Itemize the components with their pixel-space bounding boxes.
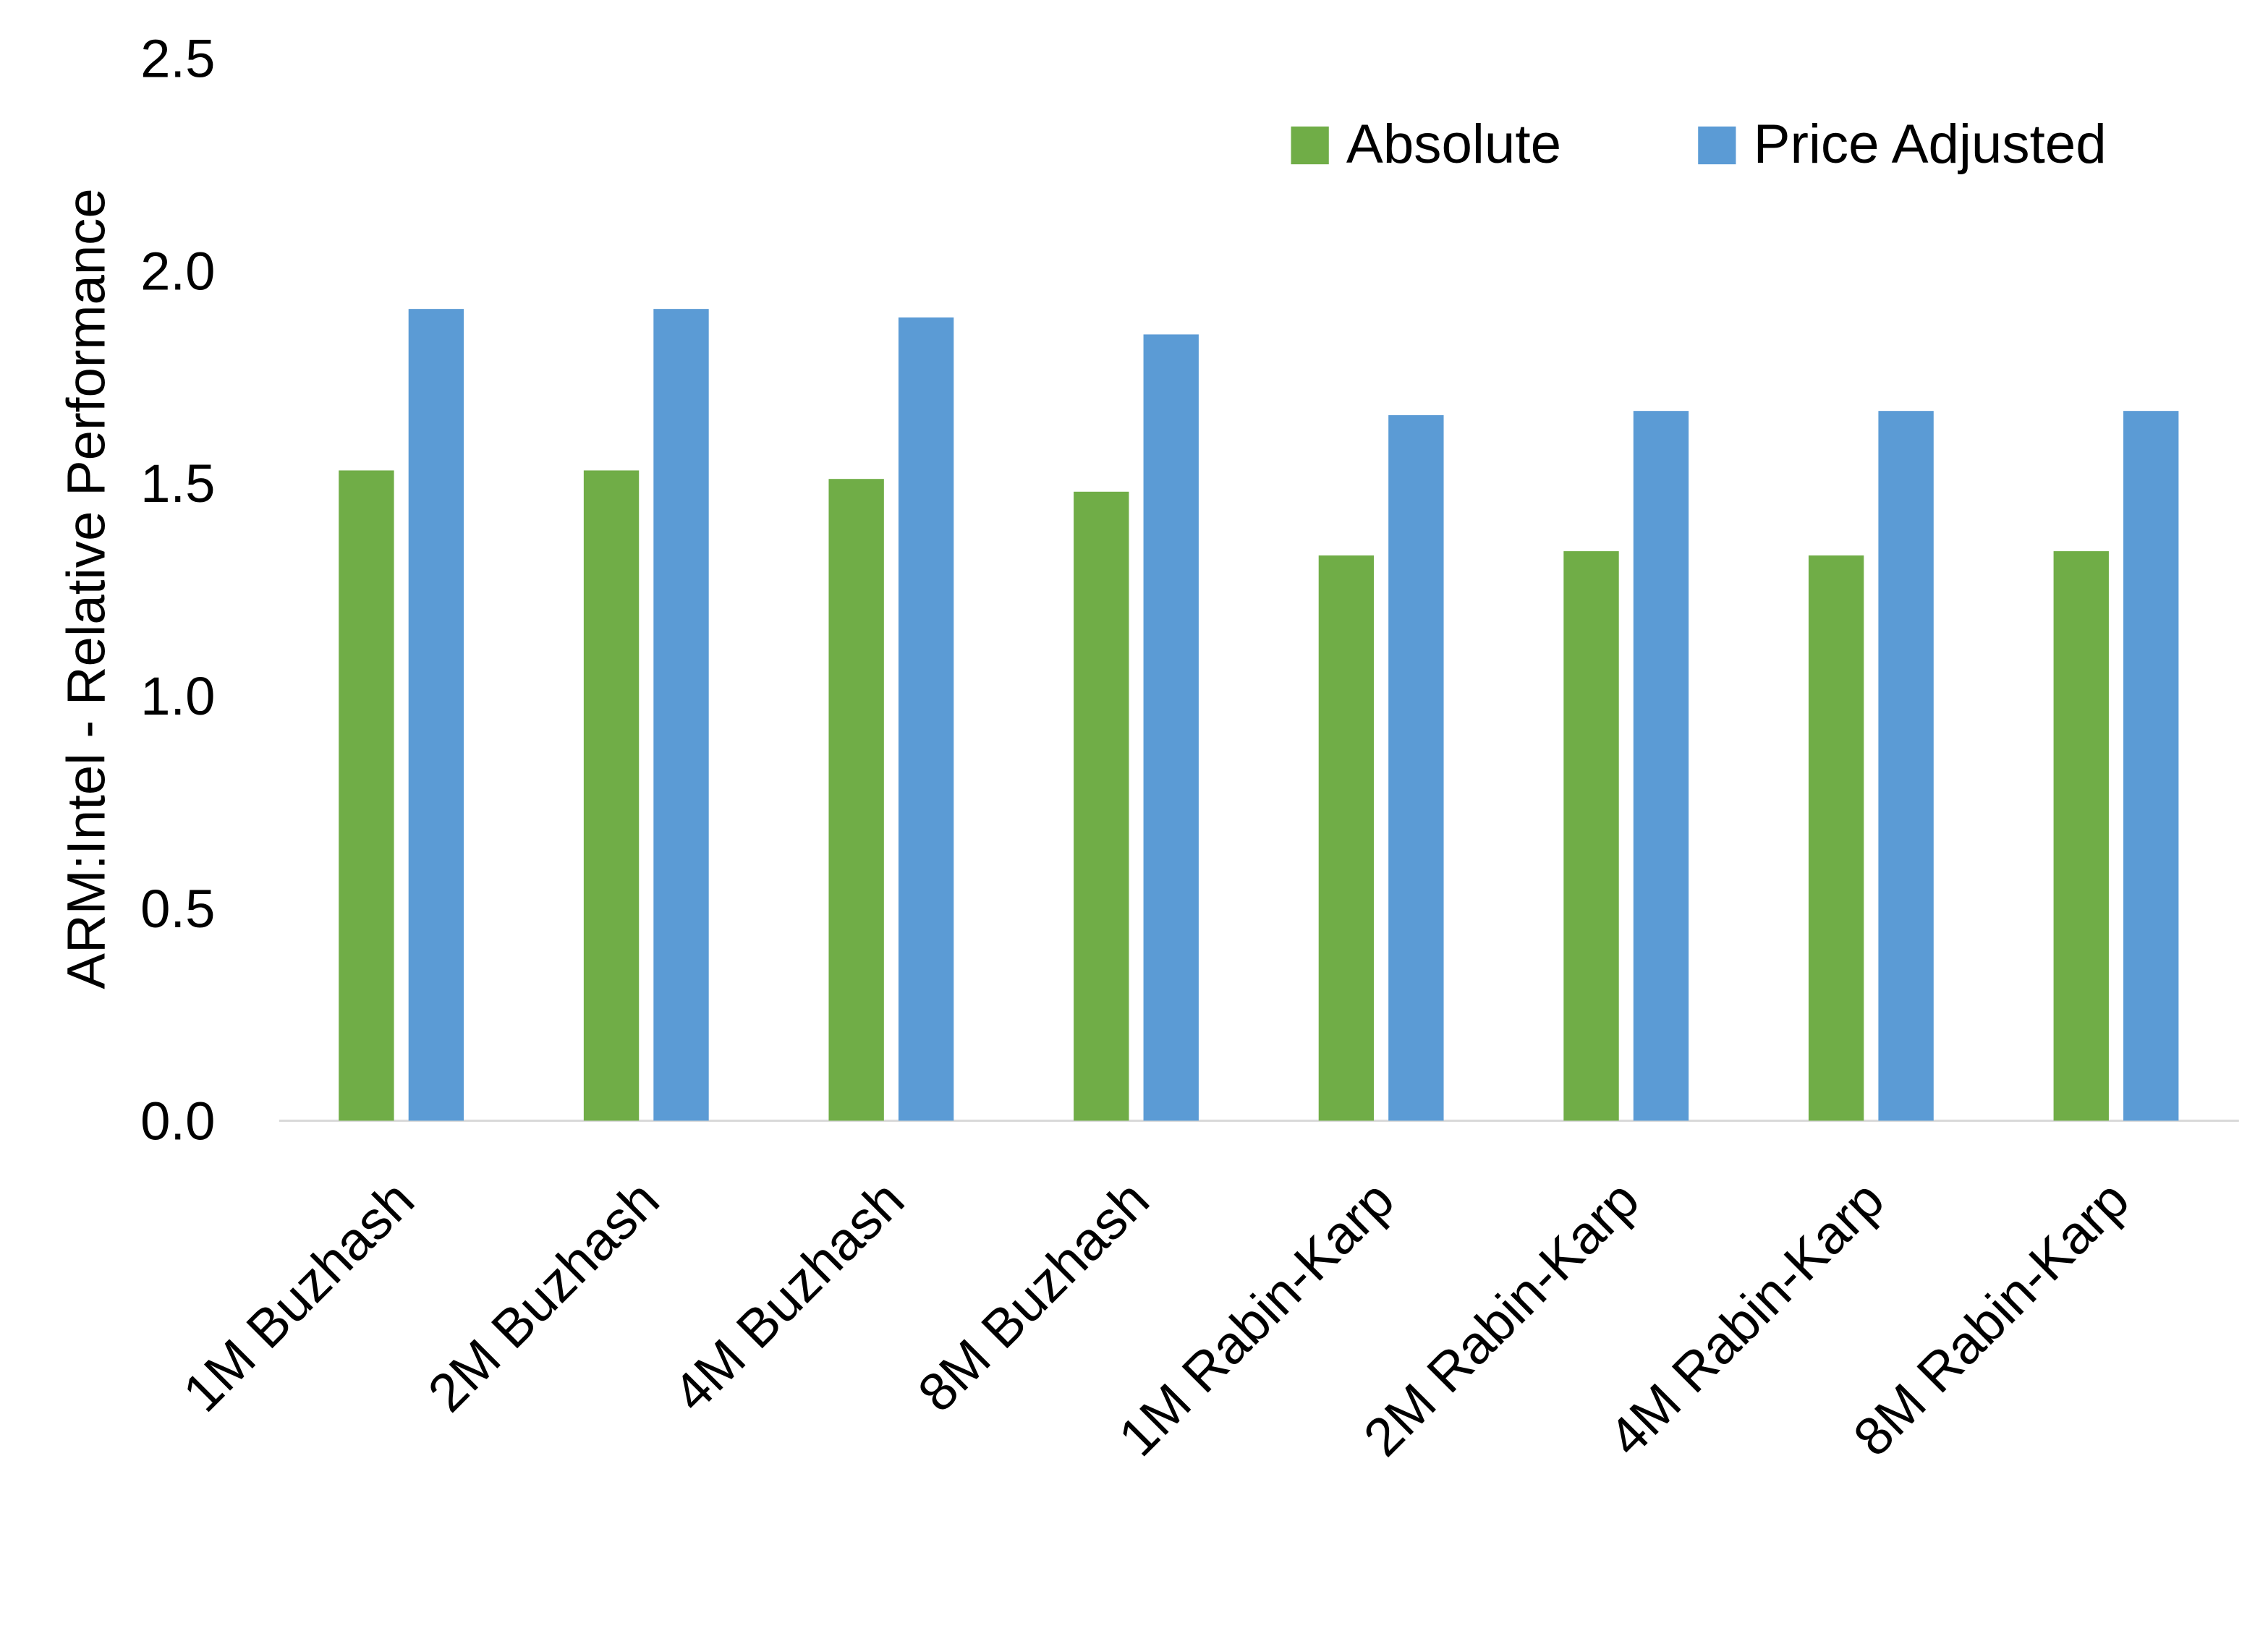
bar-price-adjusted bbox=[1143, 334, 1199, 1121]
bar-price-adjusted bbox=[898, 317, 954, 1121]
bar-absolute bbox=[2053, 551, 2109, 1121]
bar-absolute bbox=[828, 479, 884, 1121]
y-tick-label: 2.0 bbox=[140, 241, 215, 301]
x-tick-label: 4M Buzhash bbox=[661, 1170, 915, 1423]
bar-absolute bbox=[1318, 555, 1375, 1121]
y-axis-ticks: 0.0 0.5 1.0 1.5 2.0 2.5 bbox=[140, 29, 215, 1151]
bar-price-adjusted bbox=[2123, 411, 2179, 1121]
y-tick-label: 1.5 bbox=[140, 453, 215, 514]
legend-swatch-absolute bbox=[1291, 126, 1329, 165]
y-tick-label: 0.5 bbox=[140, 879, 215, 939]
x-tick-label: 8M Buzhash bbox=[906, 1170, 1160, 1423]
y-tick-label: 1.0 bbox=[140, 666, 215, 726]
x-tick-label: 1M Buzhash bbox=[171, 1170, 425, 1423]
bar-absolute bbox=[339, 470, 394, 1121]
bars bbox=[339, 309, 2179, 1121]
bar-price-adjusted bbox=[1388, 415, 1444, 1121]
bar-absolute bbox=[583, 470, 640, 1121]
y-tick-label: 0.0 bbox=[140, 1091, 215, 1151]
y-axis-label: ARM:Intel - Relative Performance bbox=[56, 188, 116, 989]
legend-label-price-adjusted: Price Adjusted bbox=[1754, 114, 2107, 175]
bar-price-adjusted bbox=[1878, 411, 1934, 1121]
bar-price-adjusted bbox=[653, 309, 709, 1121]
bar-absolute bbox=[1074, 491, 1129, 1121]
bar-absolute bbox=[1808, 555, 1864, 1121]
bar-price-adjusted bbox=[1633, 411, 1689, 1121]
y-tick-label: 2.5 bbox=[140, 29, 215, 89]
legend-swatch-price-adjusted bbox=[1698, 126, 1736, 165]
legend: Absolute Price Adjusted bbox=[1291, 114, 2107, 175]
bar-absolute bbox=[1563, 551, 1619, 1121]
legend-label-absolute: Absolute bbox=[1346, 114, 1561, 175]
bar-price-adjusted bbox=[408, 309, 464, 1121]
x-tick-label: 2M Buzhash bbox=[417, 1170, 671, 1423]
